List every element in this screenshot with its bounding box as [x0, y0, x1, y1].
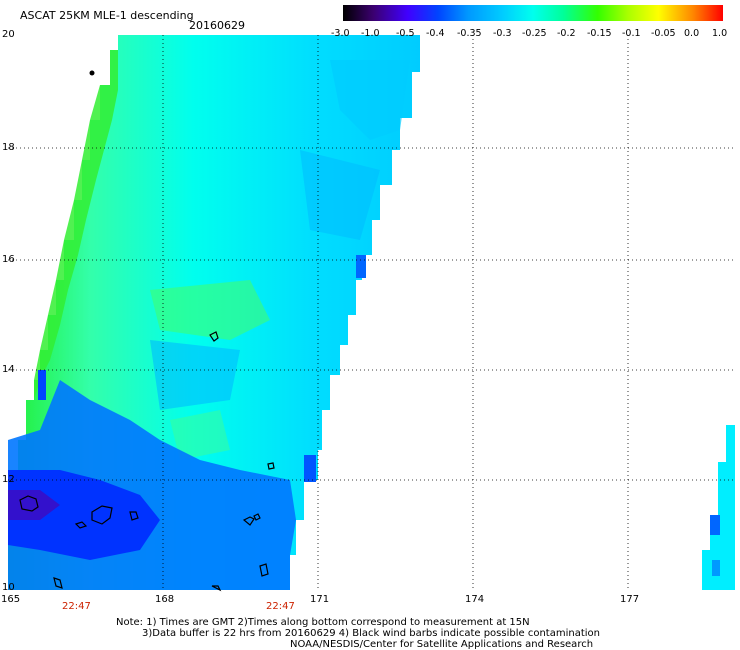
colorbar-tick: -0.15	[587, 28, 612, 39]
colorbar-tick: -0.4	[426, 28, 445, 39]
lat-label: 12	[2, 474, 15, 485]
lat-label: 20	[2, 29, 15, 40]
green-region	[34, 50, 118, 400]
blue-spot	[710, 515, 720, 535]
blue-spot	[712, 560, 720, 576]
map-date: 20160629	[189, 19, 245, 32]
map-title: ASCAT 25KM MLE-1 descending	[20, 9, 194, 22]
note-line-1: Note: 1) Times are GMT 2)Times along bot…	[116, 617, 530, 628]
lat-label: 16	[2, 254, 15, 265]
lon-label: 177	[620, 594, 640, 605]
colorbar-tick: 0.0	[684, 28, 700, 39]
purple-region	[8, 490, 60, 520]
data-swath-right	[702, 425, 735, 590]
colorbar-tick: -0.05	[651, 28, 676, 39]
lightblue-region	[300, 150, 380, 240]
lightblue-region	[150, 340, 240, 410]
colorbar-tick: -0.2	[557, 28, 576, 39]
lat-label: 10	[2, 582, 15, 593]
lightblue-region	[330, 60, 410, 140]
colorbar-tick: -0.35	[457, 28, 482, 39]
note-line-3: NOAA/NESDIS/Center for Satellite Applica…	[290, 639, 594, 650]
blue-streak	[38, 370, 46, 400]
lon-label: 171	[310, 594, 330, 605]
green-patch	[170, 410, 230, 460]
graticule	[8, 35, 735, 590]
time-label: 22:47	[62, 601, 91, 612]
colorbar-tick: -1.0	[361, 28, 380, 39]
colorbar-tick: -0.5	[396, 28, 415, 39]
blue-spot	[304, 455, 316, 482]
island-outlines	[19, 331, 275, 592]
time-label: 22:47	[266, 601, 295, 612]
lat-label: 18	[2, 142, 15, 153]
lon-label: 174	[465, 594, 485, 605]
lat-label: 14	[2, 364, 15, 375]
green-patch	[150, 280, 270, 340]
lon-label: 165	[1, 594, 21, 605]
colorbar-tick: -0.3	[493, 28, 512, 39]
colorbar-tick: 1.0	[712, 28, 728, 39]
note-line-2: 3)Data buffer is 22 hrs from 20160629 4)…	[142, 628, 600, 639]
colorbar-tick: -0.25	[522, 28, 547, 39]
colorbar-tick: -0.1	[622, 28, 641, 39]
lon-label: 168	[155, 594, 175, 605]
colorbar-tick: -3.0	[331, 28, 350, 39]
darkblue-region	[8, 470, 160, 560]
blue-spot	[356, 255, 366, 278]
colorbar	[343, 5, 723, 21]
island-dot	[89, 70, 95, 76]
